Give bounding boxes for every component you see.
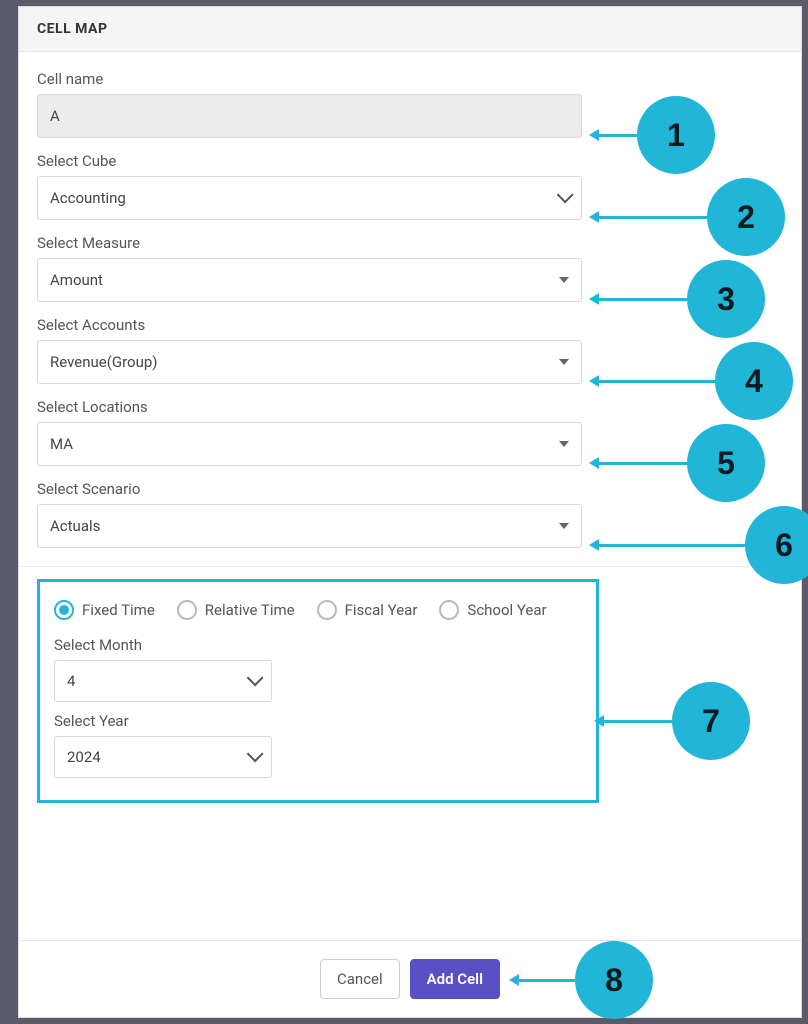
chevron-down-icon xyxy=(559,441,569,447)
year-select[interactable]: 2024 xyxy=(54,736,272,778)
cancel-button[interactable]: Cancel xyxy=(320,959,400,999)
measure-select[interactable]: Amount xyxy=(37,258,582,302)
time-selection-box: Fixed Time Relative Time Fiscal Year Sch… xyxy=(37,579,599,803)
locations-label: Select Locations xyxy=(37,398,783,416)
chevron-down-icon xyxy=(559,523,569,529)
year-value: 2024 xyxy=(67,748,101,766)
radio-fiscal-year[interactable]: Fiscal Year xyxy=(317,600,418,620)
accounts-label: Select Accounts xyxy=(37,316,783,334)
modal-footer: Cancel Add Cell 8 xyxy=(19,940,801,1017)
modal-title: CELL MAP xyxy=(37,21,783,37)
chevron-down-icon xyxy=(557,189,569,207)
radio-icon xyxy=(54,600,74,620)
radio-icon xyxy=(177,600,197,620)
chevron-down-icon xyxy=(247,672,259,690)
radio-label: Relative Time xyxy=(205,601,295,619)
cancel-label: Cancel xyxy=(337,970,383,988)
radio-fixed-time[interactable]: Fixed Time xyxy=(54,600,155,620)
cube-row: Select Cube Accounting 2 xyxy=(37,152,783,220)
locations-value: MA xyxy=(50,435,73,453)
callout-8: 8 xyxy=(575,941,653,1019)
cell-name-row: Cell name A 1 xyxy=(37,70,783,138)
radio-label: Fixed Time xyxy=(82,601,155,619)
divider xyxy=(19,566,801,567)
radio-school-year[interactable]: School Year xyxy=(439,600,546,620)
radio-label: School Year xyxy=(467,601,546,619)
month-value: 4 xyxy=(67,672,75,690)
measure-label: Select Measure xyxy=(37,234,783,252)
measure-value: Amount xyxy=(50,271,103,289)
cell-map-modal: CELL MAP Cell name A 1 Select Cube Accou… xyxy=(18,6,802,1018)
measure-row: Select Measure Amount 3 xyxy=(37,234,783,302)
cell-name-label: Cell name xyxy=(37,70,783,88)
chevron-down-icon xyxy=(559,277,569,283)
callout-6: 6 xyxy=(745,506,808,584)
locations-row: Select Locations MA 5 xyxy=(37,398,783,466)
radio-relative-time[interactable]: Relative Time xyxy=(177,600,295,620)
scenario-select[interactable]: Actuals xyxy=(37,504,582,548)
cube-label: Select Cube xyxy=(37,152,783,170)
month-label: Select Month xyxy=(54,636,582,654)
accounts-row: Select Accounts Revenue(Group) 4 xyxy=(37,316,783,384)
scenario-label: Select Scenario xyxy=(37,480,783,498)
year-label: Select Year xyxy=(54,712,582,730)
scenario-value: Actuals xyxy=(50,517,100,535)
cube-value: Accounting xyxy=(50,189,126,207)
scenario-row: Select Scenario Actuals 6 xyxy=(37,480,783,548)
chevron-down-icon xyxy=(559,359,569,365)
radio-label: Fiscal Year xyxy=(345,601,418,619)
accounts-select[interactable]: Revenue(Group) xyxy=(37,340,582,384)
radio-icon xyxy=(439,600,459,620)
modal-header: CELL MAP xyxy=(19,7,801,52)
locations-select[interactable]: MA xyxy=(37,422,582,466)
modal-body: Cell name A 1 Select Cube Accounting 2 S… xyxy=(19,52,801,940)
cell-name-input[interactable]: A xyxy=(37,94,582,138)
radio-icon xyxy=(317,600,337,620)
cube-select[interactable]: Accounting xyxy=(37,176,582,220)
chevron-down-icon xyxy=(247,748,259,766)
accounts-value: Revenue(Group) xyxy=(50,353,158,371)
add-cell-label: Add Cell xyxy=(427,970,483,988)
callout-7: 7 xyxy=(672,682,750,760)
month-select[interactable]: 4 xyxy=(54,660,272,702)
add-cell-button[interactable]: Add Cell xyxy=(410,959,500,999)
cell-name-value: A xyxy=(50,107,60,125)
time-type-radio-group: Fixed Time Relative Time Fiscal Year Sch… xyxy=(54,600,582,620)
